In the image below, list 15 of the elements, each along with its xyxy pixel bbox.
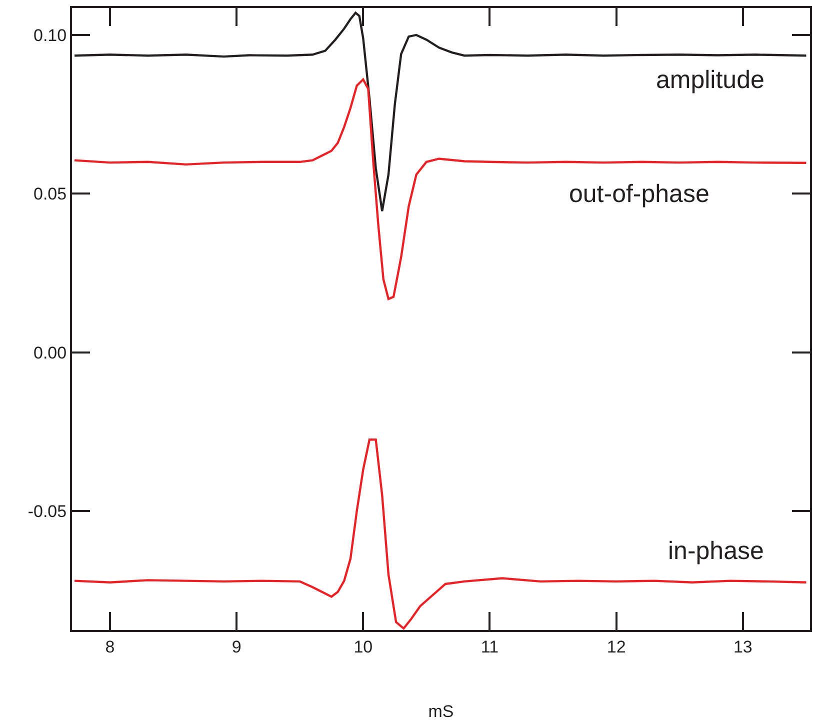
series-label: in-phase [668,537,764,565]
y-tick-label: 0.00 [34,343,67,362]
y-tick-label: -0.05 [28,502,67,521]
x-tick-label: 11 [480,637,499,656]
x-tick-label: 9 [232,637,242,656]
x-tick-label: 10 [354,637,373,656]
x-tick-label: 8 [105,637,115,656]
x-tick-label: 13 [733,637,752,656]
line-series [73,438,808,630]
series-label: out-of-phase [569,180,710,208]
series-label: amplitude [656,66,764,94]
y-tick-label: 0.10 [34,26,67,45]
x-tick-label: 12 [606,637,626,656]
x-axis-title: mS [428,702,454,721]
y-tick-label: 0.05 [34,184,67,204]
